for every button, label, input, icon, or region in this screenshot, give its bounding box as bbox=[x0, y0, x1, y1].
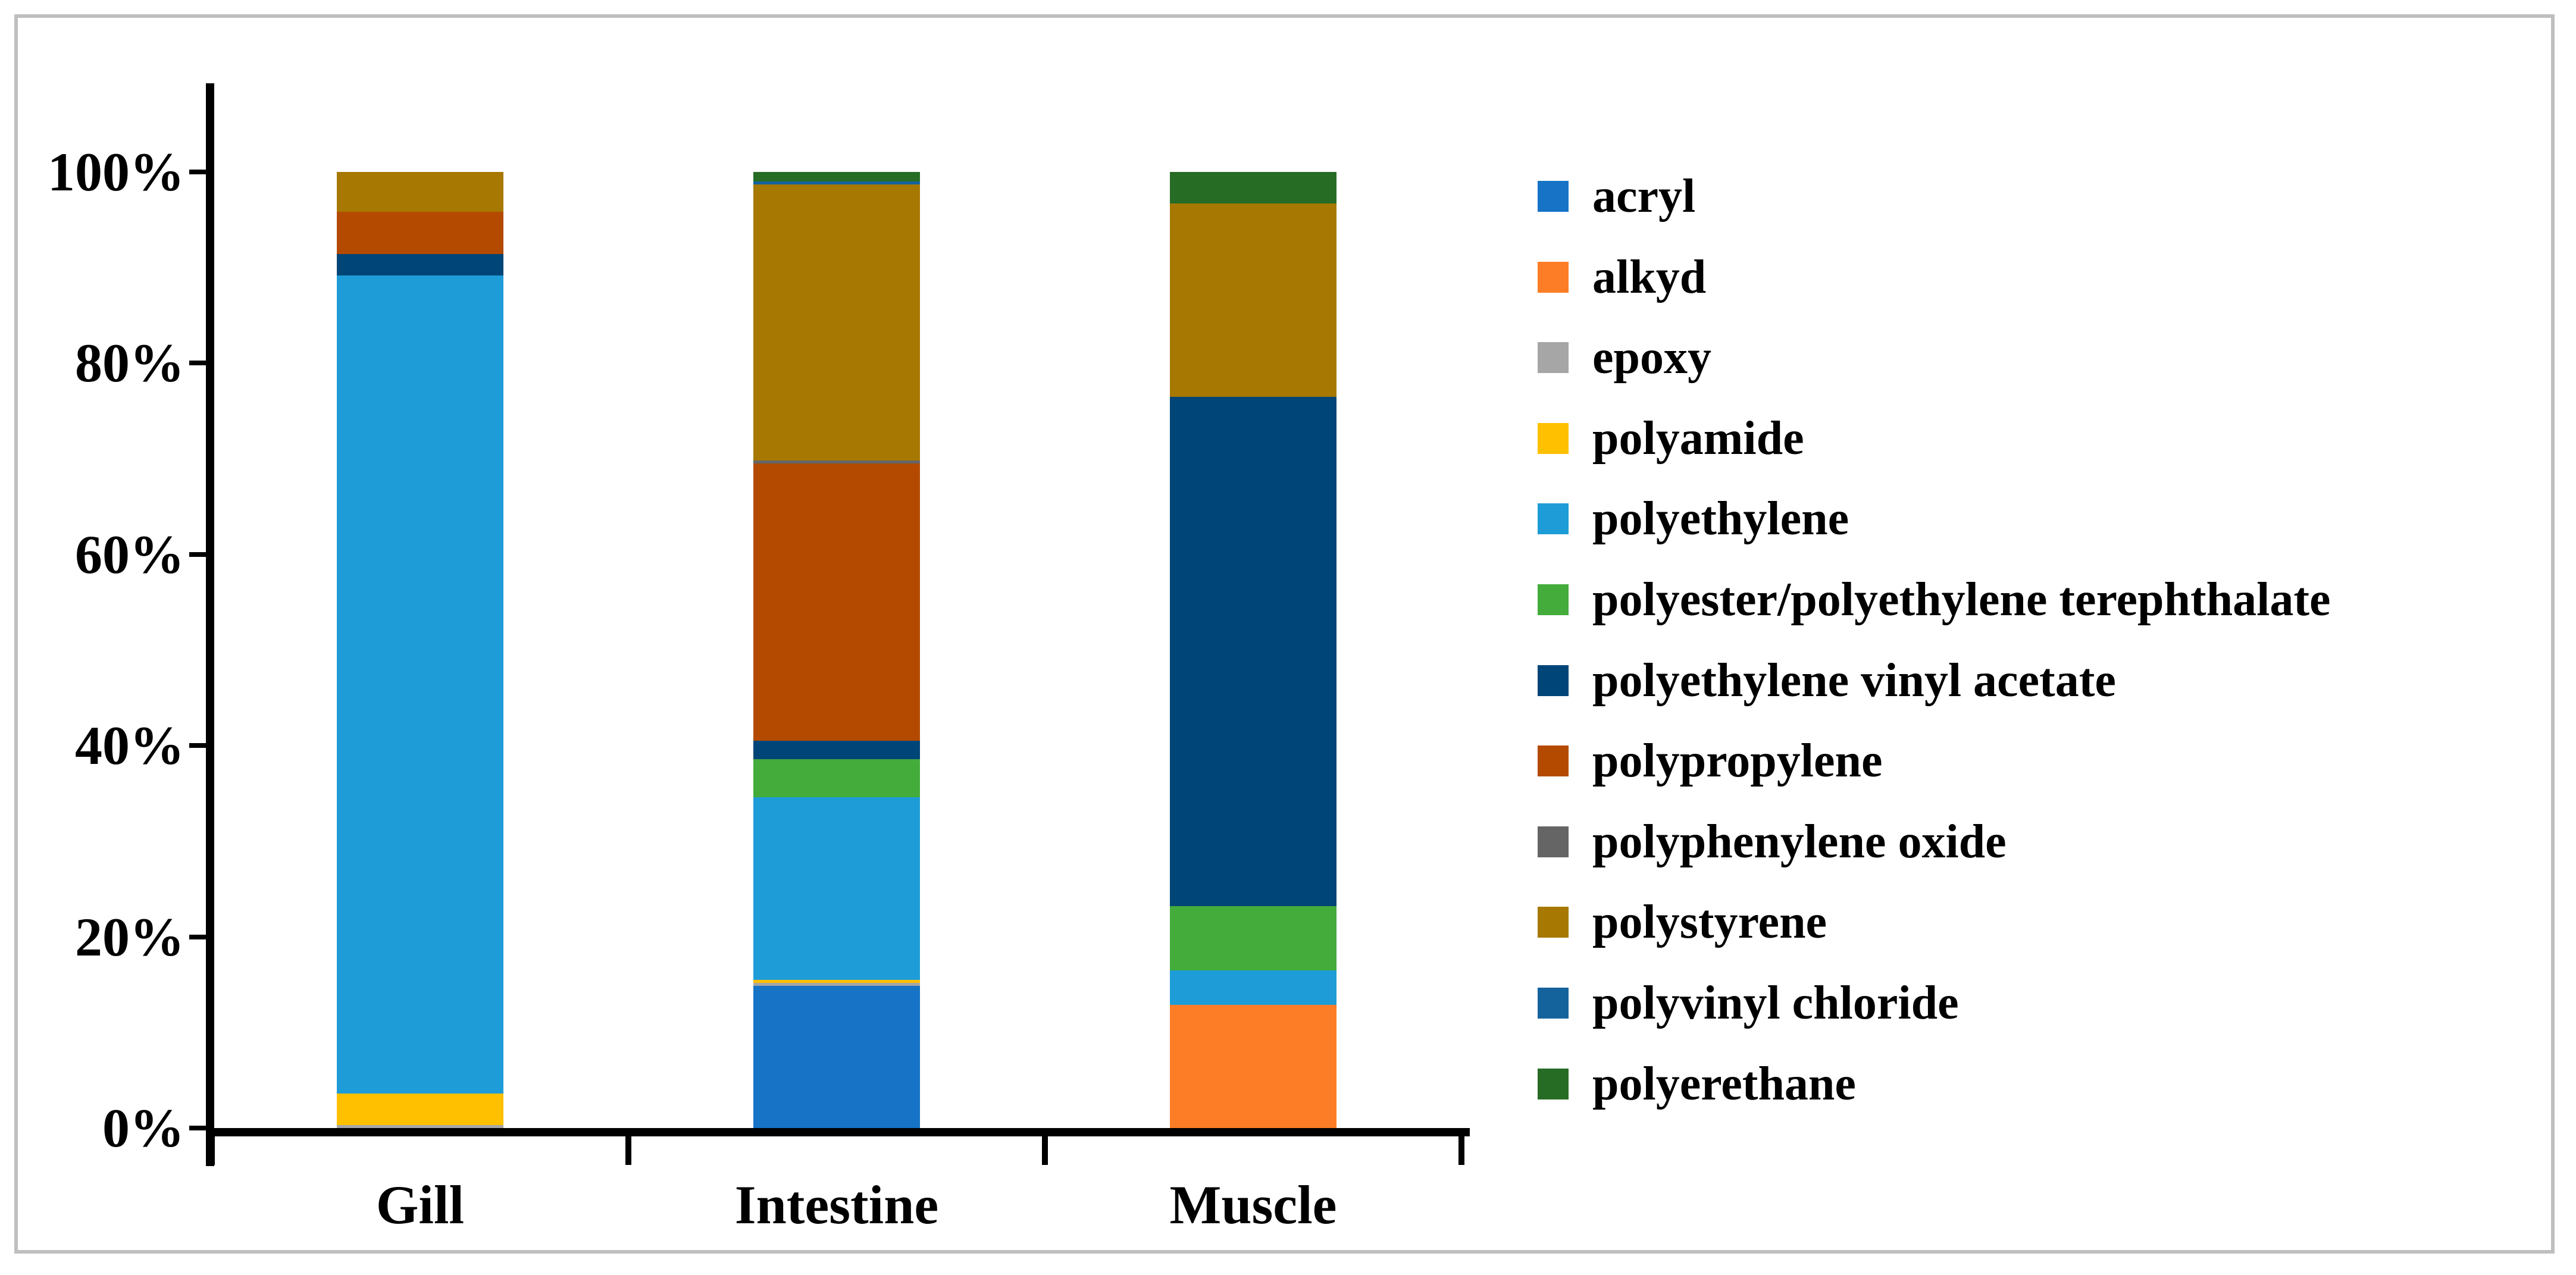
bar-segment-muscle-alkyd bbox=[1170, 1004, 1336, 1128]
bar-segment-intestine-polyamide bbox=[753, 979, 920, 983]
bar-segment-gill-epoxy bbox=[337, 1125, 503, 1128]
bar-segment-gill-polyamide bbox=[337, 1094, 503, 1126]
legend-label: epoxy bbox=[1592, 331, 1711, 384]
x-axis-tick bbox=[1042, 1128, 1048, 1165]
bar-segment-muscle-polyethylene-vinyl-acetate bbox=[1170, 396, 1336, 907]
legend-color-swatch bbox=[1538, 584, 1569, 615]
bar-segment-intestine-polystyrene bbox=[753, 184, 920, 461]
bar-segment-intestine-acryl bbox=[753, 985, 920, 1128]
x-axis-tick bbox=[209, 1128, 215, 1165]
y-axis-tick bbox=[189, 170, 211, 174]
legend-label: polyethylene bbox=[1592, 493, 1849, 546]
bar-segment-gill-polypropylene bbox=[337, 212, 503, 255]
bar-segment-intestine-polyethylene-vinyl-acetate bbox=[753, 741, 920, 759]
bar-segment-intestine-polyvinyl-chloride bbox=[753, 181, 920, 184]
legend-color-swatch bbox=[1538, 261, 1569, 293]
legend-label: polyethylene vinyl acetate bbox=[1592, 654, 2116, 707]
y-axis-tick-label: 80% bbox=[75, 333, 184, 394]
legend-label: polyester/polyethylene terephthalate bbox=[1592, 574, 2331, 626]
legend-label: polyphenylene oxide bbox=[1592, 815, 2007, 868]
figure-border-frame bbox=[14, 14, 2555, 1254]
category-label-muscle: Muscle bbox=[1169, 1174, 1337, 1235]
legend-label: polystyrene bbox=[1592, 896, 1827, 949]
legend-label: polypropylene bbox=[1592, 735, 1883, 788]
y-axis-tick-label: 60% bbox=[75, 524, 184, 585]
y-axis-tick bbox=[189, 743, 211, 748]
legend-color-swatch bbox=[1538, 181, 1569, 212]
legend-label: alkyd bbox=[1592, 250, 1707, 303]
y-axis-tick-label: 100% bbox=[48, 142, 184, 202]
y-axis-tick bbox=[189, 934, 211, 939]
y-axis-tick bbox=[189, 1126, 211, 1130]
bar-segment-intestine-polyester-polyethylene-terephthalate bbox=[753, 759, 920, 797]
legend-color-swatch bbox=[1538, 665, 1569, 696]
bar-segment-intestine-polypropylene bbox=[753, 463, 920, 741]
legend-label: polyvinyl chloride bbox=[1592, 977, 1959, 1029]
legend-color-swatch bbox=[1538, 342, 1569, 374]
x-axis-line bbox=[206, 1128, 1470, 1136]
bar-segment-muscle-polyerethane bbox=[1170, 172, 1336, 204]
legend-color-swatch bbox=[1538, 1068, 1569, 1099]
y-axis-tick-label: 0% bbox=[102, 1098, 184, 1158]
legend-color-swatch bbox=[1538, 422, 1569, 454]
y-axis-tick-label: 40% bbox=[75, 715, 184, 776]
bar-segment-intestine-polyerethane bbox=[753, 172, 920, 182]
x-axis-tick bbox=[625, 1128, 631, 1165]
bar-segment-intestine-epoxy bbox=[753, 982, 920, 986]
y-axis-tick-label: 20% bbox=[75, 906, 184, 967]
legend-label: polyamide bbox=[1592, 412, 1804, 465]
bar-segment-intestine-polyphenylene-oxide bbox=[753, 460, 920, 464]
bar-segment-gill-polyethylene-vinyl-acetate bbox=[337, 254, 503, 275]
bar-segment-gill-polystyrene bbox=[337, 172, 503, 212]
y-axis-line bbox=[206, 83, 214, 1166]
bar-segment-muscle-polyester-polyethylene-terephthalate bbox=[1170, 906, 1336, 970]
y-axis-tick bbox=[189, 361, 211, 366]
x-axis-tick bbox=[1458, 1128, 1464, 1165]
legend-color-swatch bbox=[1538, 988, 1569, 1019]
category-label-gill: Gill bbox=[375, 1174, 465, 1235]
legend-color-swatch bbox=[1538, 503, 1569, 535]
y-axis-tick bbox=[189, 552, 211, 557]
legend-color-swatch bbox=[1538, 907, 1569, 938]
bar-segment-muscle-polystyrene bbox=[1170, 203, 1336, 397]
category-label-intestine: Intestine bbox=[734, 1174, 939, 1235]
bar-segment-intestine-polyethylene bbox=[753, 797, 920, 980]
legend-color-swatch bbox=[1538, 745, 1569, 777]
bar-segment-gill-polyethylene bbox=[337, 275, 503, 1094]
legend-label: acryl bbox=[1592, 170, 1696, 223]
legend-color-swatch bbox=[1538, 826, 1569, 857]
legend-label: polyerethane bbox=[1592, 1057, 1856, 1110]
bar-segment-muscle-polyethylene bbox=[1170, 970, 1336, 1005]
